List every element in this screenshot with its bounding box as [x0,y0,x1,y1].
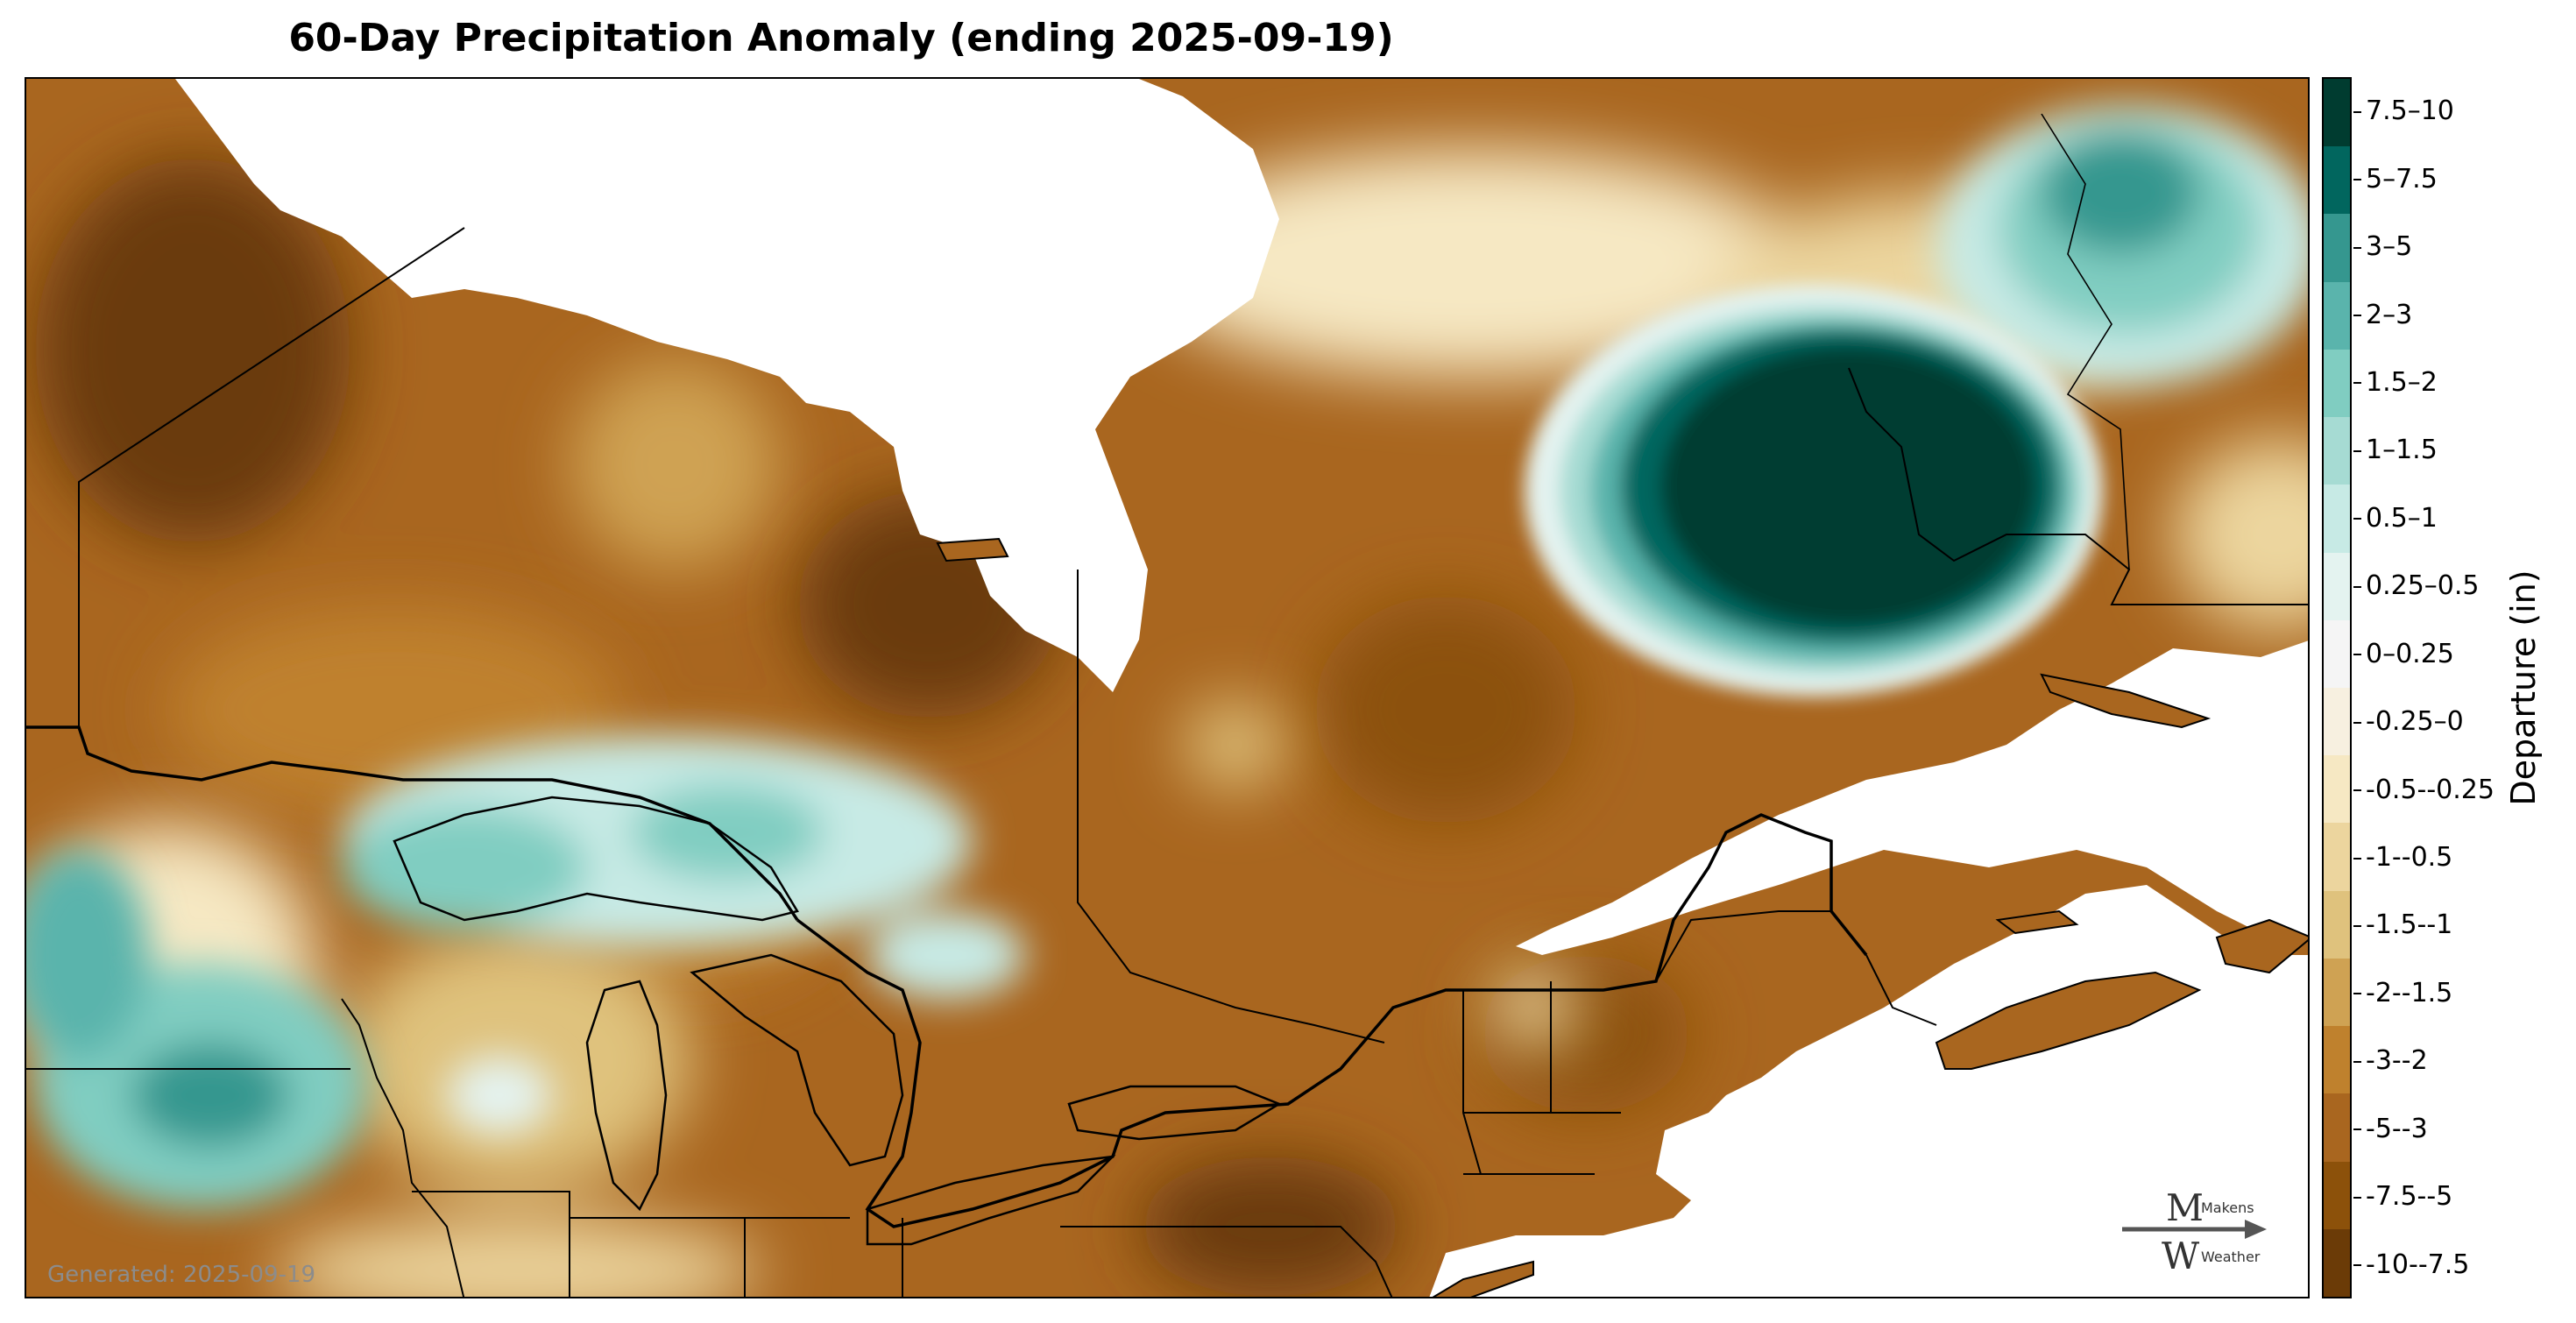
nb-ns-line [1865,954,1937,1026]
colorbar-tick-label: -2--1.5 [2353,959,2485,1027]
colorbar-tick-label: -5--3 [2353,1095,2485,1163]
colorbar-axis-label: Departure (in) [2504,570,2543,806]
precipitation-anomaly-map: Generated: 2025-09-19 M Makens W Weather [25,77,2310,1298]
colorbar-tick-label: -1--0.5 [2353,824,2485,891]
colorbar [2322,77,2352,1298]
colorbar-swatch [2324,1228,2350,1297]
cape-breton [2215,918,2308,974]
map-title: 60-Day Precipitation Anomaly (ending 202… [288,16,1394,60]
colorbar-tick-label: -0.25–0 [2353,688,2485,755]
us-canada-border-east [796,813,1868,1228]
gulf-st-lawrence [2059,727,2243,789]
lake-erie [866,1155,1116,1246]
colorbar-swatch [2324,485,2350,553]
colorbar-swatch [2324,823,2350,891]
colorbar-tick-label: 5–7.5 [2353,145,2485,212]
long-island [1432,1260,1534,1297]
nunavik-boundary [2041,113,2130,570]
us-canada-border-west [26,725,799,921]
mn-wi-border [341,998,465,1297]
colorbar-tick-label: -10--7.5 [2353,1230,2485,1298]
lake-michigan [585,980,668,1212]
colorbar-swatch [2324,281,2350,350]
logo-word-1: Makens [2201,1199,2254,1216]
pei [1995,909,2079,935]
water-bodies [175,79,2308,1297]
hudson-bay [175,79,1279,692]
colorbar-swatch [2324,687,2350,756]
colorbar-tick-label: 1.5–2 [2353,349,2485,416]
colorbar-tick-label: 0–0.25 [2353,620,2485,688]
me-nb-line [1655,910,1831,982]
state-line-2 [412,1191,570,1297]
svg-text:W: W [2162,1235,2200,1277]
makens-weather-logo: M Makens W Weather [2113,1181,2271,1277]
colorbar-labels: 7.5–10 5–7.5 3–5 2–3 1.5–2 1–1.5 0.5–1 0.25–0.5… [2353,77,2495,1298]
quebec-labrador-border [1848,367,2308,605]
colorbar-tick-label: -7.5--5 [2353,1163,2485,1230]
colorbar-tick-label: 3–5 [2353,213,2485,280]
colorbar-swatch [2324,1093,2350,1162]
colorbar-swatch [2324,417,2350,485]
colorbar-swatch [2324,552,2350,620]
colorbar-swatch [2324,890,2350,959]
akimiski-island [936,537,1009,562]
logo-word-2: Weather [2201,1249,2261,1265]
nova-scotia [1935,971,2202,1070]
anticosti-island [2040,673,2212,729]
great-lakes [393,796,1282,1246]
ontario-quebec-border [1077,570,1385,1044]
colorbar-tick-label: -1.5--1 [2353,891,2485,959]
colorbar-swatch [2324,619,2350,688]
colorbar-tick-label: -0.5--0.25 [2353,755,2495,823]
colorbar-tick-label: -3--2 [2353,1027,2485,1094]
manitoba-ontario-border [78,227,465,727]
atlantic-ocean [1429,640,2308,1297]
colorbar-tick-label: 0.5–1 [2353,485,2485,552]
generated-timestamp: Generated: 2025-09-19 [47,1262,316,1288]
state-line-6 [1060,1226,1393,1297]
lake-ontario [1067,1085,1282,1141]
colorbar-tick-label: 7.5–10 [2353,77,2485,145]
lake-huron [690,953,904,1167]
lake-superior [393,796,799,922]
colorbar-swatch [2324,79,2350,147]
colorbar-swatch [2324,1026,2350,1094]
colorbar-swatch [2324,146,2350,215]
colorbar-swatch [2324,1161,2350,1229]
coastal-land [936,537,2308,1297]
colorbar-tick-label: 1–1.5 [2353,416,2485,484]
colorbar-swatch [2324,214,2350,282]
colorbar-tick-label: 0.25–0.5 [2353,552,2485,619]
boundaries [26,113,2308,1297]
colorbar-tick-label: 2–3 [2353,280,2485,348]
svg-text:M: M [2166,1186,2204,1229]
colorbar-swatch [2324,755,2350,824]
colorbar-swatch [2324,958,2350,1027]
colorbar-swatch [2324,349,2350,418]
